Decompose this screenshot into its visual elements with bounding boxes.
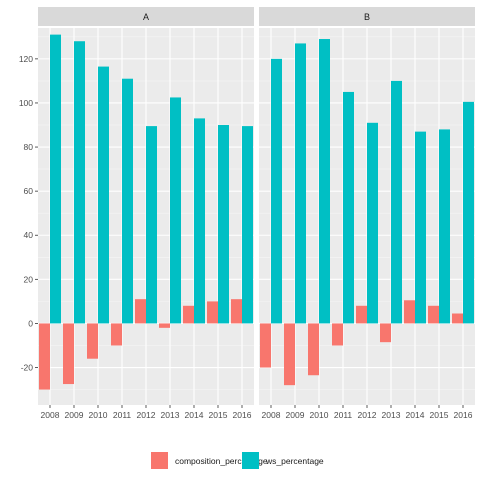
y-tick-label: 100 (19, 98, 33, 108)
facet-label: A (143, 12, 149, 22)
x-tick-label: 2011 (113, 410, 132, 420)
bar-composition-percentage-2016 (231, 299, 242, 324)
x-tick-label: 2012 (137, 410, 156, 420)
bar-ws-percentage-2011 (343, 91, 354, 324)
legend-item-ws-percentage: ws_percentage (242, 452, 324, 469)
bar-ws-percentage-2008 (271, 58, 282, 324)
x-tick-label: 2008 (262, 410, 281, 420)
bar-composition-percentage-2012 (356, 305, 367, 324)
bar-ws-percentage-2014 (415, 131, 426, 324)
bar-composition-percentage-2014 (183, 305, 194, 324)
legend-item-composition-percentage: composition_percentage (151, 452, 268, 469)
bar-ws-percentage-2009 (295, 43, 306, 324)
bar-composition-percentage-2012 (135, 299, 146, 324)
bar-composition-percentage-2009 (63, 323, 74, 385)
bar-composition-percentage-2013 (159, 323, 170, 328)
x-tick-label: 2016 (233, 410, 252, 420)
x-tick-label: 2013 (161, 410, 180, 420)
bar-composition-percentage-2008 (260, 323, 271, 368)
x-tick-label: 2015 (209, 410, 228, 420)
bar-composition-percentage-2011 (332, 323, 343, 346)
bar-ws-percentage-2016 (242, 126, 253, 324)
x-tick-label: 2011 (334, 410, 353, 420)
x-tick-label: 2010 (310, 410, 329, 420)
y-tick-label: 40 (24, 230, 34, 240)
bar-composition-percentage-2011 (111, 323, 122, 346)
bar-ws-percentage-2013 (170, 97, 181, 324)
bar-composition-percentage-2009 (284, 323, 295, 386)
bar-composition-percentage-2010 (87, 323, 98, 359)
x-tick-label: 2014 (185, 410, 204, 420)
bar-composition-percentage-2015 (428, 305, 439, 324)
legend-key (242, 452, 259, 469)
x-tick-label: 2013 (382, 410, 401, 420)
bar-composition-percentage-2008 (39, 323, 50, 390)
bar-ws-percentage-2009 (74, 41, 85, 324)
legend-label: composition_percentage (175, 456, 268, 466)
bar-ws-percentage-2012 (367, 122, 378, 324)
panel-a: A 2008 2009 2010 2011 2012 2013 2014 2015 2016 (38, 7, 254, 420)
bar-composition-percentage-2010 (308, 323, 319, 376)
panel-b: B 2008 2009 2010 2011 2012 2013 2014 2015 2016 (259, 7, 475, 420)
x-tick-label: 2008 (41, 410, 60, 420)
y-tick-label: 0 (28, 318, 33, 328)
y-tick-label: 60 (24, 186, 34, 196)
bar-ws-percentage-2008 (50, 34, 61, 324)
bar-composition-percentage-2016 (452, 313, 463, 324)
bar-ws-percentage-2015 (439, 129, 450, 324)
bar-ws-percentage-2010 (319, 39, 330, 324)
bar-ws-percentage-2013 (391, 80, 402, 324)
bar-ws-percentage-2010 (98, 66, 109, 324)
y-tick-label: 80 (24, 142, 34, 152)
y-tick-label: 20 (24, 274, 34, 284)
facet-strip (259, 7, 475, 26)
y-tick-label: -20 (21, 363, 34, 373)
bar-ws-percentage-2011 (122, 78, 133, 324)
y-axis: -20 0 20 40 60 80 100 120 (19, 54, 38, 373)
x-tick-label: 2016 (454, 410, 473, 420)
bar-composition-percentage-2014 (404, 300, 415, 324)
bar-composition-percentage-2013 (380, 323, 391, 343)
bar-ws-percentage-2012 (146, 126, 157, 324)
x-tick-label: 2009 (286, 410, 305, 420)
bar-ws-percentage-2014 (194, 118, 205, 324)
x-tick-label: 2015 (430, 410, 449, 420)
x-tick-label: 2010 (89, 410, 108, 420)
bar-ws-percentage-2016 (463, 101, 474, 324)
y-tick-label: 120 (19, 54, 33, 64)
facet-strip (38, 7, 254, 26)
legend-label: ws_percentage (265, 456, 324, 466)
panels: A 2008 2009 2010 2011 2012 2013 2014 2015 2016 B 20… (38, 7, 475, 420)
facet-label: B (364, 12, 370, 22)
bar-composition-percentage-2015 (207, 301, 218, 324)
x-tick-label: 2012 (358, 410, 377, 420)
x-tick-label: 2014 (406, 410, 425, 420)
bar-ws-percentage-2015 (218, 125, 229, 324)
x-tick-label: 2009 (65, 410, 84, 420)
legend-key (151, 452, 168, 469)
